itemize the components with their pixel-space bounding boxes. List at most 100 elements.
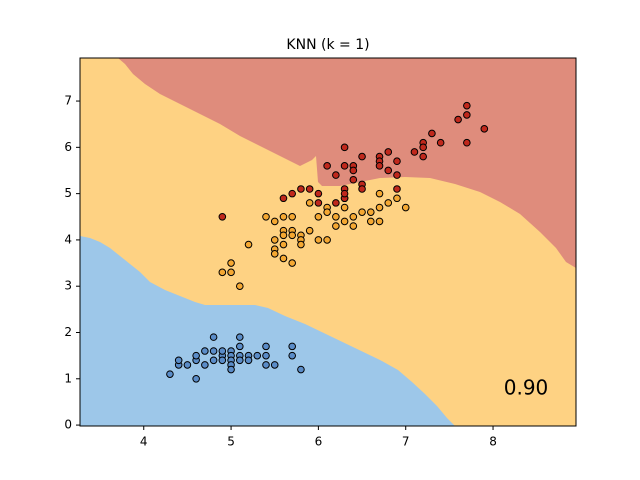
point [262, 361, 270, 369]
point [463, 101, 471, 110]
point [340, 143, 349, 152]
point [358, 208, 366, 216]
point [270, 250, 279, 258]
point [288, 231, 296, 240]
y-tick-label: 5 [64, 186, 72, 200]
point [393, 185, 401, 193]
x-tick-label: 4 [140, 435, 148, 449]
point [183, 361, 192, 369]
point [166, 370, 174, 378]
score-annotation: 0.90 [504, 376, 549, 400]
y-tick-label: 0 [64, 418, 72, 432]
point [262, 212, 270, 221]
x-tick-label: 5 [227, 435, 235, 449]
point [375, 189, 384, 198]
point [384, 148, 393, 156]
point [270, 236, 279, 244]
point [236, 333, 244, 341]
point [236, 282, 244, 291]
point [305, 185, 314, 193]
point [244, 356, 253, 365]
point [209, 356, 218, 365]
point [332, 212, 340, 221]
point [454, 115, 462, 124]
point [366, 208, 375, 216]
point [279, 254, 288, 263]
y-tick-label: 4 [64, 232, 72, 246]
point [358, 185, 366, 193]
point [332, 171, 340, 179]
point [218, 268, 227, 277]
point [201, 361, 209, 369]
point [314, 189, 323, 198]
point [253, 351, 262, 360]
point [192, 374, 200, 383]
point [349, 212, 358, 221]
point [375, 162, 384, 170]
point [288, 212, 296, 221]
point [218, 212, 227, 221]
point [279, 194, 288, 203]
point [201, 347, 209, 355]
point [393, 171, 401, 179]
point [209, 333, 218, 341]
point [262, 342, 270, 351]
point [349, 222, 358, 230]
point [279, 240, 288, 249]
y-tick-label: 2 [64, 325, 72, 339]
point [340, 217, 349, 226]
point [227, 365, 235, 374]
point [340, 162, 349, 170]
y-tick-label: 6 [64, 140, 72, 154]
point [174, 356, 183, 365]
point [227, 268, 235, 277]
point [314, 199, 323, 207]
point [463, 138, 471, 147]
point [358, 152, 366, 161]
point [393, 157, 401, 166]
point [279, 231, 288, 240]
point [314, 212, 323, 221]
region-blue [80, 236, 455, 426]
point [401, 203, 410, 212]
point [375, 203, 384, 212]
point [393, 194, 401, 203]
chart-title: KNN (k = 1) [286, 37, 369, 53]
point [218, 347, 227, 355]
point [480, 125, 489, 133]
point [236, 356, 244, 365]
x-tick-label: 8 [489, 435, 497, 449]
point [332, 222, 340, 230]
point [436, 138, 445, 147]
point [227, 259, 235, 267]
point [209, 347, 218, 355]
point [288, 259, 296, 267]
point [419, 152, 427, 161]
point [340, 189, 349, 198]
point [419, 143, 427, 152]
y-tick-label: 1 [64, 371, 72, 385]
axes-frame [79, 57, 577, 427]
y-tick-label: 3 [64, 279, 72, 293]
point [349, 166, 358, 175]
point [384, 166, 393, 175]
point [314, 236, 323, 244]
point [384, 199, 393, 207]
point [349, 175, 358, 184]
point [323, 236, 331, 244]
point [262, 351, 270, 360]
point [463, 111, 471, 119]
point [288, 351, 296, 360]
point [297, 240, 305, 249]
point [288, 342, 296, 351]
point [297, 185, 305, 193]
point [366, 217, 375, 226]
point [332, 199, 340, 207]
point [297, 365, 305, 374]
y-tick-label: 7 [64, 94, 72, 108]
point [279, 212, 288, 221]
point [270, 361, 279, 369]
point [375, 217, 384, 226]
point [270, 217, 279, 226]
